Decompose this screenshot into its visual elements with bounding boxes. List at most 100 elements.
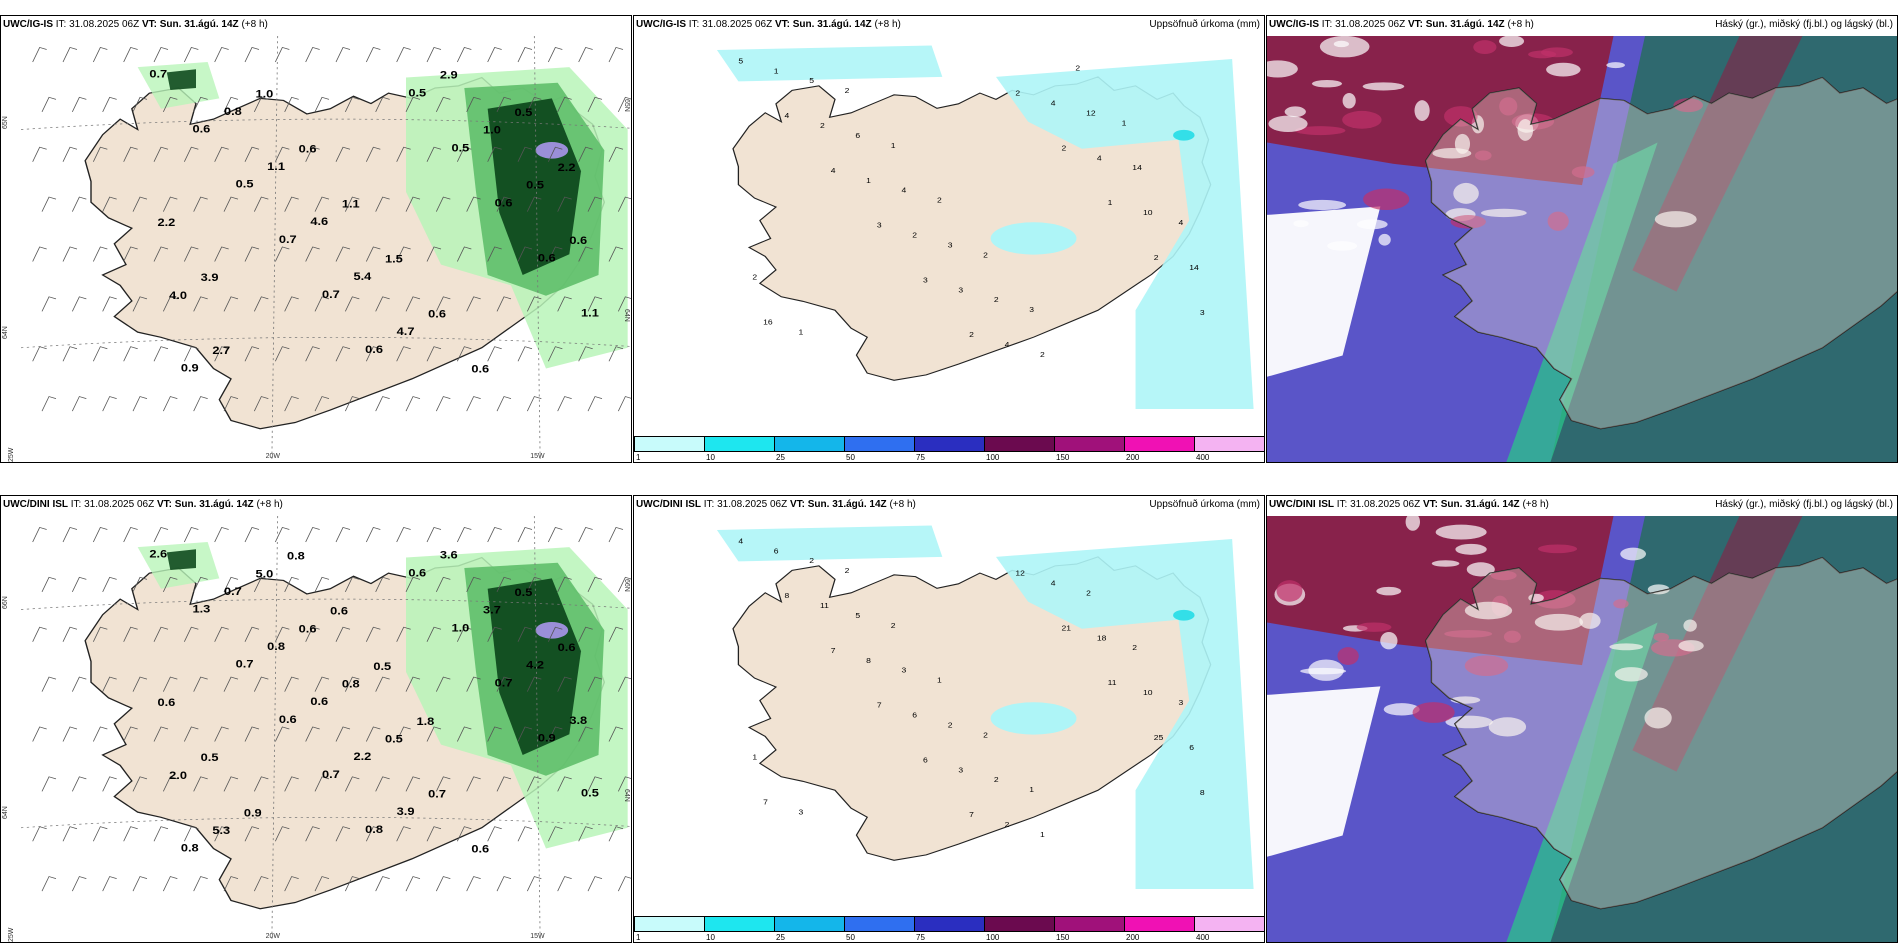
- value-label: 18: [1097, 634, 1107, 642]
- value-label: 2: [1040, 351, 1045, 359]
- value-label: 3: [948, 241, 953, 249]
- value-label: 2.7: [212, 344, 230, 357]
- vt-label: VT:: [141, 19, 157, 30]
- value-label: 0.6: [538, 251, 556, 264]
- panel-field-title: Háský (gr.), miðský (fj.bl.) og lágský (…: [1715, 19, 1893, 30]
- value-label: 1: [1029, 786, 1034, 794]
- init-time: 31.08.2025 06Z: [702, 19, 773, 30]
- value-label: 0.5: [581, 786, 599, 799]
- value-label: 2: [912, 231, 917, 239]
- lon-label: 15W: [530, 453, 545, 460]
- value-label: 0.6: [569, 233, 587, 246]
- colorbar-label: 150: [1056, 453, 1070, 462]
- panel-header: UWC/DINI ISL IT: 31.08.2025 06Z VT: Sun.…: [1269, 499, 1549, 511]
- value-label: 6: [774, 547, 779, 555]
- value-label: 2.9: [440, 68, 458, 81]
- value-label: 2: [1015, 89, 1020, 97]
- value-label: 4: [738, 537, 743, 545]
- value-label: 3.9: [201, 271, 219, 284]
- colorbar-swatch: [844, 436, 915, 452]
- value-label: 1.0: [255, 87, 273, 100]
- value-label: 2: [752, 273, 757, 281]
- value-label: 1: [774, 67, 779, 75]
- value-label: 3: [902, 666, 907, 674]
- colorbar-label: 100: [986, 933, 1000, 942]
- value-label: 4: [1178, 219, 1183, 227]
- model-name: UWC/IG-IS: [636, 19, 686, 30]
- value-label: 4.0: [169, 289, 187, 302]
- value-label: 4.7: [397, 325, 415, 338]
- lat-label-right: 65N: [623, 99, 630, 112]
- value-label: 2: [1086, 589, 1091, 597]
- lead-time: (+8 h): [241, 19, 268, 30]
- colorbar-label: 75: [916, 453, 925, 462]
- map-panel-accum-2: UWC/DINI ISL IT: 31.08.2025 06Z VT: Sun.…: [633, 495, 1265, 943]
- model-name: UWC/IG-IS: [1269, 19, 1319, 30]
- lead-time: (+8 h): [1522, 499, 1549, 510]
- vt-label: VT:: [156, 499, 172, 510]
- value-label: 1.3: [193, 602, 211, 615]
- value-label: 4: [902, 186, 907, 194]
- lead-time: (+8 h): [1507, 19, 1534, 30]
- value-label: 3.9: [397, 805, 415, 818]
- value-label: 6: [923, 756, 928, 764]
- it-label: IT:: [70, 499, 82, 510]
- lead-time: (+8 h): [874, 19, 901, 30]
- value-label: 16: [763, 318, 773, 326]
- value-label: 0.5: [373, 659, 391, 672]
- colorbar-label: 50: [846, 933, 855, 942]
- lat-label: 64N: [2, 806, 9, 819]
- value-label: 0.5: [236, 177, 254, 190]
- lat-label-right: 64N: [623, 789, 630, 802]
- value-label: 3.6: [440, 548, 458, 561]
- value-label: 0.9: [181, 361, 199, 374]
- colorbar-label: 100: [986, 453, 1000, 462]
- panel-field-title: Uppsöfnuð úrkoma (mm): [1149, 19, 1260, 30]
- value-label: 0.7: [322, 287, 340, 300]
- vt-label: VT:: [1407, 19, 1423, 30]
- value-label: 8: [785, 592, 790, 600]
- colorbar-swatch: [844, 916, 915, 932]
- value-label: 3: [1178, 699, 1183, 707]
- value-label: 25: [1154, 734, 1164, 742]
- colorbar-label: 400: [1196, 453, 1210, 462]
- value-label: 4.2: [526, 658, 544, 671]
- value-label: 2: [948, 721, 953, 729]
- map-panel-cloud-1: UWC/IG-IS IT: 31.08.2025 06Z VT: Sun. 31…: [1266, 15, 1898, 463]
- init-time: 31.08.2025 06Z: [84, 499, 155, 510]
- valid-time: Sun. 31.ágú. 14Z: [174, 499, 254, 510]
- value-label: 2.2: [354, 750, 372, 763]
- value-label: 3: [958, 286, 963, 294]
- value-label: 0.7: [495, 676, 513, 689]
- map-area: 2.6 1.3 0.7 0.6 0.7 0.8 0.6 1.0 0.7 0.9 0.5 0.8 0.7 0…: [1, 515, 631, 942]
- value-label: 2.2: [558, 161, 576, 174]
- value-label: 12: [1086, 109, 1096, 117]
- value-label: 1: [937, 676, 942, 684]
- map-panel-precip-2: UWC/DINI ISL IT: 31.08.2025 06Z VT: Sun.…: [0, 495, 632, 943]
- colorbar-label: 10: [706, 933, 715, 942]
- value-label: 2: [845, 87, 850, 95]
- lat-label: 65N: [2, 116, 9, 129]
- value-label: 0.6: [193, 122, 211, 135]
- value-label: 0.5: [526, 178, 544, 191]
- map-panel-cloud-2: UWC/DINI ISL IT: 31.08.2025 06Z VT: Sun.…: [1266, 495, 1898, 943]
- value-label: 12: [1015, 569, 1025, 577]
- value-label: 0.6: [495, 196, 513, 209]
- colorbar-swatch: [984, 436, 1055, 452]
- map-panel-precip-1: UWC/IG-IS IT: 31.08.2025 06Z VT: Sun. 31…: [0, 15, 632, 463]
- value-label: 14: [1132, 164, 1142, 172]
- valid-time: Sun. 31.ágú. 14Z: [807, 499, 887, 510]
- value-label: 21: [1061, 624, 1071, 632]
- value-label: 0.6: [299, 622, 317, 635]
- value-label: 8: [1200, 788, 1205, 796]
- value-label: 6: [855, 132, 860, 140]
- map-panel-accum-1: UWC/IG-IS IT: 31.08.2025 06Z VT: Sun. 31…: [633, 15, 1265, 463]
- value-label: 0.6: [299, 142, 317, 155]
- value-label: 0.8: [365, 823, 383, 836]
- lat-label: 66N: [2, 596, 9, 609]
- value-label: 2: [983, 731, 988, 739]
- vt-label: VT:: [774, 19, 790, 30]
- colorbar-swatch: [1124, 436, 1195, 452]
- colorbar-swatch: [774, 916, 845, 932]
- value-label: 0.6: [558, 641, 576, 654]
